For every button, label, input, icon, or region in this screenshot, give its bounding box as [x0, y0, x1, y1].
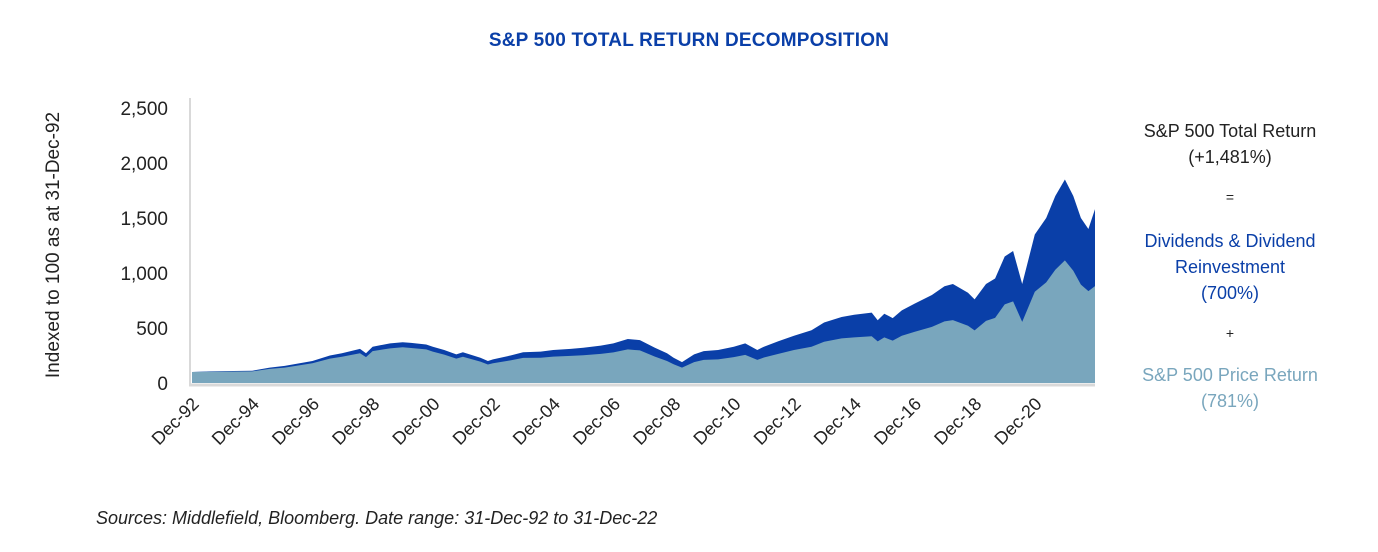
- y-tick-label: 2,500: [120, 99, 168, 120]
- dividends-label-line2: Reinvestment: [1174, 257, 1286, 277]
- area-price-return: [192, 260, 1095, 383]
- dividends-value: (700%): [1200, 283, 1260, 303]
- x-tick-label: Dec-06: [569, 394, 624, 449]
- x-tick-label: Dec-08: [629, 394, 684, 449]
- x-tick-label: Dec-96: [268, 394, 323, 449]
- y-tick-labels: 0 500 1,000 1,500 2,000 2,500: [120, 99, 168, 395]
- x-tick-labels: Dec-92 Dec-94 Dec-96 Dec-98 Dec-00 Dec-02 Dec-…: [148, 394, 1046, 449]
- plus-sign: +: [1225, 325, 1235, 341]
- x-tick-label: Dec-20: [990, 394, 1045, 449]
- price-return-value: (781%): [1200, 391, 1260, 411]
- total-return-value: (+1,481%): [1188, 147, 1272, 167]
- dividends-label-line1: Dividends & Dividend: [1144, 231, 1316, 251]
- x-tick-label: Dec-02: [449, 394, 504, 449]
- total-return-label: S&P 500 Total Return: [1143, 121, 1317, 141]
- x-tick-label: Dec-10: [689, 394, 744, 449]
- x-tick-label: Dec-98: [328, 394, 383, 449]
- x-tick-label: Dec-94: [208, 394, 263, 449]
- x-tick-label: Dec-00: [388, 394, 443, 449]
- source-note: Sources: Middlefield, Bloomberg. Date ra…: [96, 508, 658, 528]
- y-tick-label: 500: [136, 319, 168, 340]
- x-tick-label: Dec-04: [509, 394, 564, 449]
- y-tick-label: 1,500: [120, 209, 168, 230]
- y-tick-label: 1,000: [120, 264, 168, 285]
- x-tick-label: Dec-14: [810, 394, 865, 449]
- area-series: [192, 179, 1095, 383]
- chart-title: S&P 500 TOTAL RETURN DECOMPOSITION: [488, 30, 890, 51]
- axes: [189, 98, 1095, 387]
- x-tick-label: Dec-12: [750, 394, 805, 449]
- x-tick-label: Dec-16: [870, 394, 925, 449]
- area-total-return: [192, 179, 1095, 383]
- equals-sign: =: [1225, 189, 1235, 205]
- x-tick-label: Dec-92: [148, 394, 203, 449]
- price-return-label: S&P 500 Price Return: [1142, 365, 1318, 385]
- x-tick-label: Dec-18: [930, 394, 985, 449]
- y-tick-label: 0: [157, 374, 168, 395]
- decomposition-panel: S&P 500 Total Return (+1,481%) = Dividen…: [1105, 118, 1355, 414]
- y-tick-label: 2,000: [120, 154, 168, 175]
